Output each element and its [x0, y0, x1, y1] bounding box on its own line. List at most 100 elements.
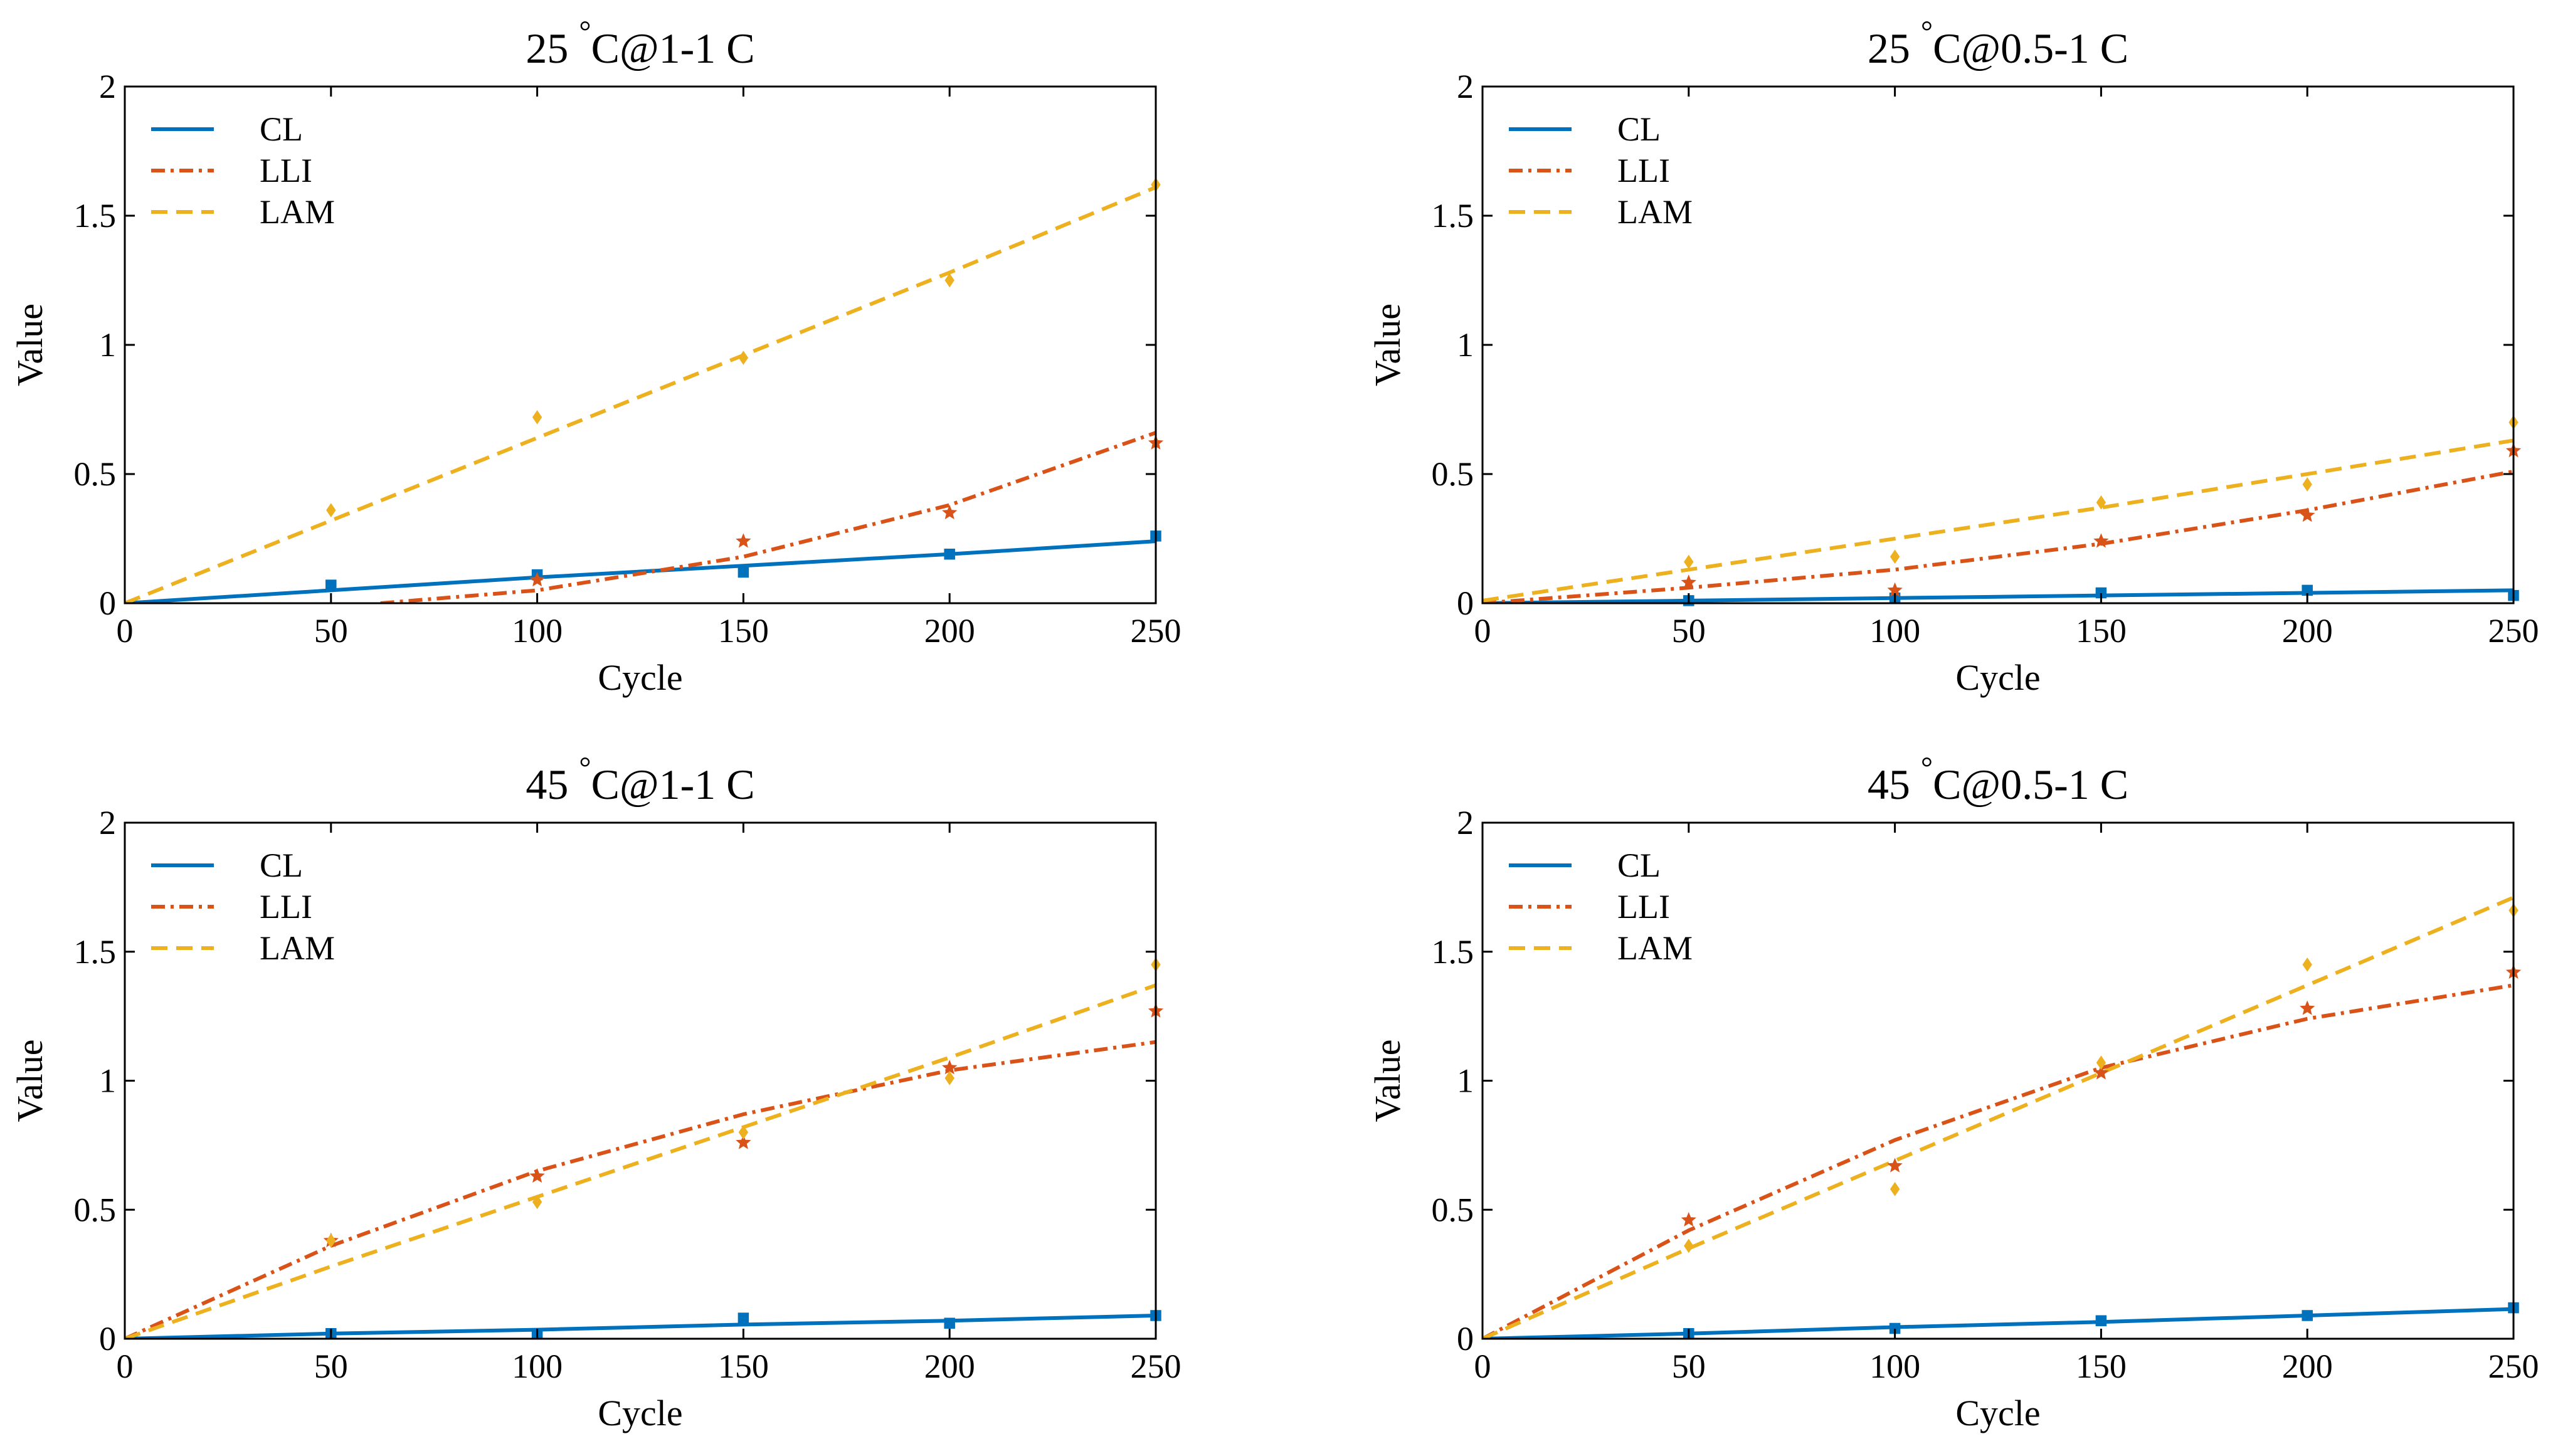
data-point-cl — [737, 566, 749, 578]
data-point-lli — [736, 533, 751, 548]
title-rest: C@1-1 C — [591, 761, 755, 808]
y-tick-label: 0 — [1457, 584, 1474, 622]
series-line-lli — [1483, 469, 2513, 603]
data-point-lam — [2302, 957, 2312, 972]
data-point-cl — [2302, 584, 2313, 596]
x-tick-label: 50 — [314, 612, 348, 650]
x-tick-label: 200 — [2282, 612, 2333, 650]
legend: CL LLI LAM — [151, 110, 335, 231]
title-degree: ° — [1921, 751, 1933, 784]
data-point-lli — [2093, 1065, 2109, 1080]
y-tick-label: 2 — [99, 804, 116, 841]
series-lines — [1483, 895, 2513, 1339]
data-point-lli — [1681, 1211, 1696, 1227]
y-tick-label: 0.5 — [74, 455, 117, 493]
title-number: 25 — [1868, 24, 1921, 72]
data-point-lam — [738, 351, 749, 365]
x-tick-label: 100 — [512, 1348, 563, 1385]
y-tick-label: 1.5 — [1432, 197, 1474, 235]
data-point-lam — [1890, 549, 1900, 564]
y-axis-label: Value — [9, 303, 50, 386]
y-tick-label: 2 — [99, 68, 116, 105]
data-point-lam — [532, 1195, 542, 1210]
subplot: 0 50 100 150 200 250 0 0.5 1 1.5 2 Cycle Value 45 °C@… — [1367, 751, 2539, 1433]
x-axis-label: Cycle — [598, 1393, 682, 1433]
x-tick-label: 200 — [2282, 1348, 2333, 1385]
title-number: 45 — [1868, 761, 1921, 808]
subplot: 0 50 100 150 200 250 0 0.5 1 1.5 2 Cycle Value 25 °C@… — [9, 15, 1181, 698]
y-tick-label: 0.5 — [1432, 455, 1474, 493]
data-point-cl — [944, 548, 955, 560]
title-rest: C@1-1 C — [591, 24, 755, 72]
legend-label-lam: LAM — [260, 193, 335, 231]
y-tick-label: 1 — [1457, 1062, 1474, 1100]
y-axis-label: Value — [1367, 1039, 1408, 1122]
x-tick-label: 50 — [1672, 1348, 1706, 1385]
legend-label-lam: LAM — [1617, 929, 1693, 967]
data-point-lam — [326, 1233, 336, 1248]
legend-label-lli: LLI — [1617, 888, 1670, 926]
chart-title: 45 °C@1-1 C — [526, 751, 754, 808]
legend-label-lli: LLI — [1617, 152, 1670, 189]
data-point-lli — [2300, 1000, 2315, 1015]
y-axis-label: Value — [1367, 303, 1408, 386]
x-axis-label: Cycle — [1955, 1393, 2040, 1433]
x-tick-label: 250 — [2488, 1348, 2539, 1385]
y-tick-label: 1 — [99, 326, 116, 364]
data-point-lli — [736, 1134, 751, 1149]
data-point-lli — [942, 1060, 958, 1075]
x-tick-label: 100 — [1869, 1348, 1920, 1385]
title-degree: ° — [579, 751, 591, 784]
data-point-lam — [2096, 495, 2106, 510]
series-line-lam — [125, 983, 1156, 1339]
x-tick-label: 0 — [117, 1348, 134, 1385]
y-tick-label: 1 — [1457, 326, 1474, 364]
subplot: 0 50 100 150 200 250 0 0.5 1 1.5 2 Cycle Value 45 °C@… — [9, 751, 1181, 1433]
data-point-cl — [2302, 1310, 2313, 1321]
legend-label-cl: CL — [260, 847, 303, 884]
chart-title: 25 °C@0.5-1 C — [1868, 15, 2128, 72]
title-degree: ° — [1921, 15, 1933, 48]
series-line-cl — [125, 539, 1156, 603]
x-tick-label: 100 — [512, 612, 563, 650]
x-tick-label: 150 — [2076, 1348, 2127, 1385]
chart-title: 25 °C@1-1 C — [526, 15, 754, 72]
legend-label-cl: CL — [260, 110, 303, 148]
legend-label-lli: LLI — [260, 152, 312, 189]
y-tick-label: 2 — [1457, 804, 1474, 841]
x-tick-label: 50 — [1672, 612, 1706, 650]
data-point-cl — [325, 579, 337, 591]
data-point-lli — [529, 572, 545, 587]
data-point-lam — [1684, 1238, 1694, 1253]
x-tick-label: 0 — [117, 612, 134, 650]
data-point-lli — [529, 1168, 545, 1183]
x-tick-label: 200 — [924, 1348, 975, 1385]
data-point-lam — [1684, 554, 1694, 569]
data-point-cl — [1889, 1322, 1901, 1334]
data-point-cl — [737, 1312, 749, 1324]
data-point-lam — [944, 1071, 954, 1085]
data-point-lam — [944, 273, 954, 288]
y-tick-label: 1.5 — [1432, 933, 1474, 971]
x-tick-label: 250 — [1131, 612, 1181, 650]
data-point-lam — [1890, 1181, 1900, 1196]
x-tick-label: 250 — [1131, 1348, 1181, 1385]
data-point-lli — [2093, 533, 2109, 548]
title-number: 25 — [526, 24, 579, 72]
chart-title: 45 °C@0.5-1 C — [1868, 751, 2128, 808]
data-point-lam — [326, 503, 336, 518]
y-tick-label: 1 — [99, 1062, 116, 1100]
data-point-lli — [942, 505, 958, 520]
y-tick-label: 0.5 — [74, 1191, 117, 1228]
series-line-cl — [1483, 588, 2513, 603]
title-degree: ° — [579, 15, 591, 48]
y-tick-label: 0 — [1457, 1320, 1474, 1358]
series-lines — [125, 983, 1156, 1339]
series-lines — [1483, 438, 2513, 603]
data-point-cl — [944, 1317, 955, 1329]
legend-label-lam: LAM — [1617, 193, 1693, 231]
